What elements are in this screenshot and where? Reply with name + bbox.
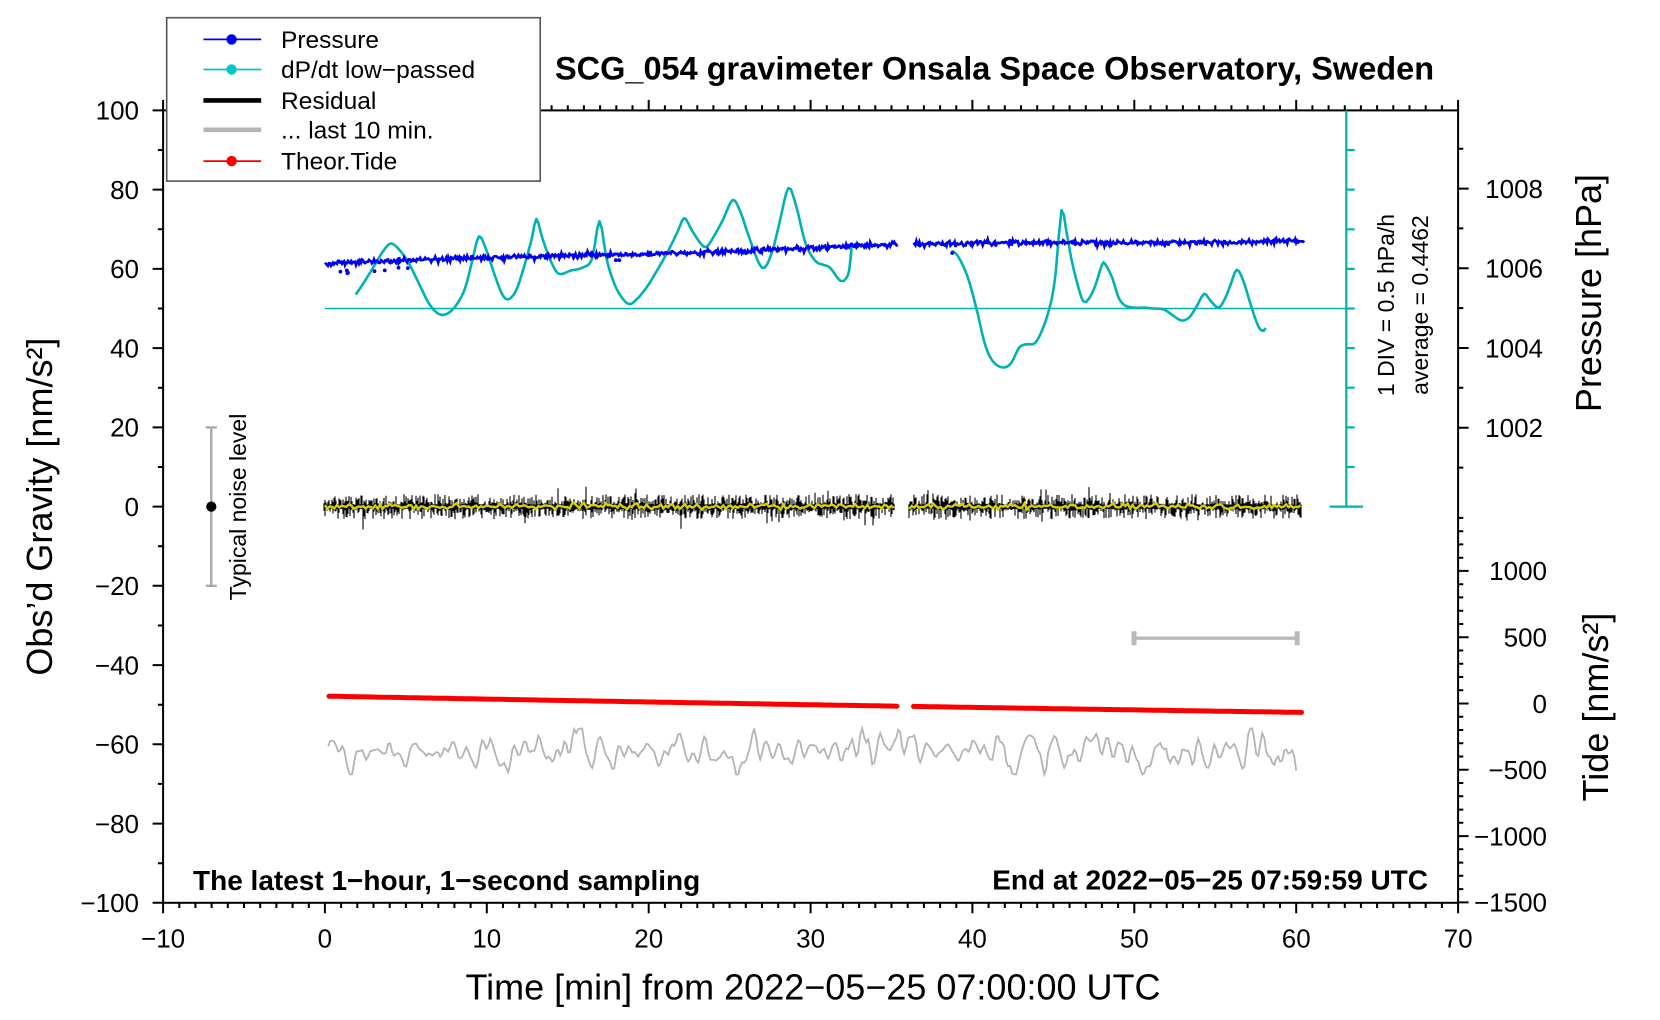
svg-text:Tide [nm/s²]: Tide [nm/s²]	[1575, 613, 1616, 802]
svg-text:40: 40	[110, 333, 139, 363]
svg-text:−1000: −1000	[1474, 821, 1547, 851]
svg-text:−20: −20	[95, 571, 139, 601]
svg-text:60: 60	[110, 254, 139, 284]
svg-text:20: 20	[110, 413, 139, 443]
svg-text:500: 500	[1504, 623, 1547, 653]
svg-text:80: 80	[110, 175, 139, 205]
svg-text:Time [min] from 2022−05−25 07:: Time [min] from 2022−05−25 07:00:00 UTC	[465, 967, 1160, 1008]
svg-text:−60: −60	[95, 730, 139, 760]
svg-text:−1500: −1500	[1474, 888, 1547, 918]
svg-text:−100: −100	[80, 888, 139, 918]
svg-text:1004: 1004	[1485, 333, 1543, 363]
svg-text:−10: −10	[141, 924, 185, 954]
svg-text:50: 50	[1120, 924, 1149, 954]
svg-text:End at 2022−05−25 07:59:59 UTC: End at 2022−05−25 07:59:59 UTC	[992, 864, 1428, 895]
svg-text:Theor.Tide: Theor.Tide	[281, 149, 397, 176]
svg-text:−500: −500	[1488, 755, 1547, 785]
svg-text:−40: −40	[95, 650, 139, 680]
svg-text:1000: 1000	[1489, 556, 1547, 586]
svg-text:Obs’d Gravity [nm/s²]: Obs’d Gravity [nm/s²]	[19, 338, 60, 676]
svg-text:70: 70	[1444, 924, 1473, 954]
svg-text:1002: 1002	[1485, 413, 1543, 443]
svg-text:30: 30	[796, 924, 825, 954]
svg-text:−80: −80	[95, 809, 139, 839]
svg-text:... last 10 min.: ... last 10 min.	[281, 117, 434, 144]
svg-text:60: 60	[1282, 924, 1311, 954]
svg-text:Typical noise level: Typical noise level	[225, 414, 251, 601]
svg-text:Pressure [hPa]: Pressure [hPa]	[1568, 174, 1609, 412]
svg-text:The latest 1−hour, 1−second sa: The latest 1−hour, 1−second sampling	[193, 865, 700, 896]
svg-text:SCG_054 gravimeter Onsala Spac: SCG_054 gravimeter Onsala Space Observat…	[555, 51, 1434, 87]
svg-text:average = 0.4462: average = 0.4462	[1407, 215, 1433, 395]
svg-text:0: 0	[125, 492, 139, 522]
svg-text:1 DIV = 0.5 hPa/h: 1 DIV = 0.5 hPa/h	[1373, 214, 1399, 396]
svg-text:40: 40	[958, 924, 987, 954]
svg-text:Residual: Residual	[281, 88, 376, 115]
svg-text:20: 20	[634, 924, 663, 954]
svg-text:1008: 1008	[1485, 174, 1543, 204]
svg-text:0: 0	[318, 924, 332, 954]
svg-text:dP/dt low−passed: dP/dt low−passed	[281, 57, 475, 84]
svg-text:0: 0	[1533, 689, 1547, 719]
svg-text:100: 100	[96, 96, 139, 126]
svg-text:10: 10	[472, 924, 501, 954]
svg-text:1006: 1006	[1485, 254, 1543, 284]
svg-text:Pressure: Pressure	[281, 27, 379, 54]
